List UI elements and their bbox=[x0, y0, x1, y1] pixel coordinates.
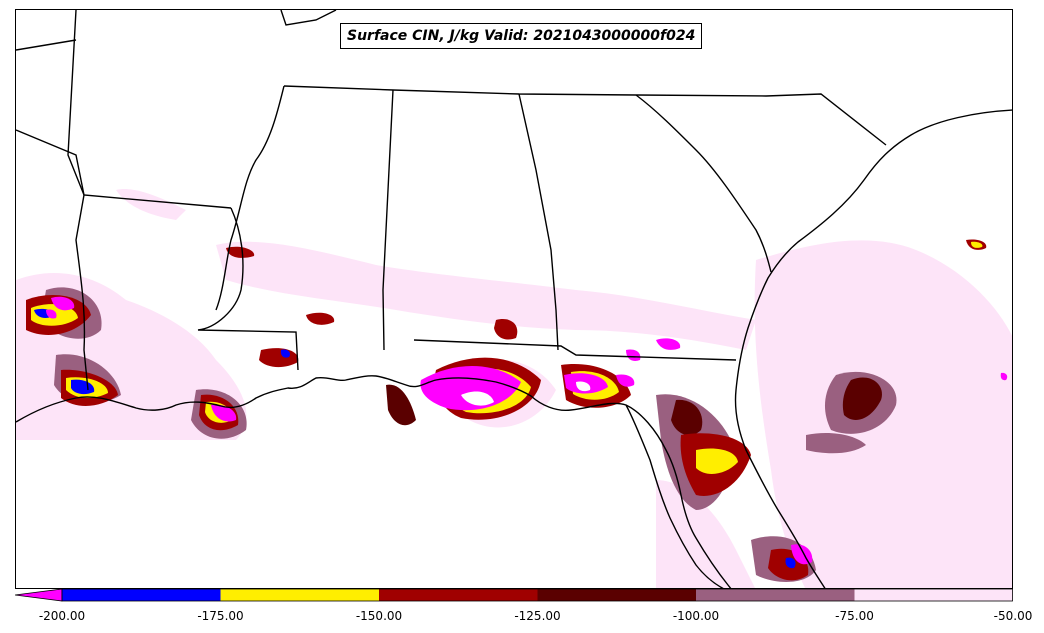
cin-holes bbox=[461, 381, 591, 406]
colorbar-tick-label: -50.00 bbox=[993, 609, 1033, 623]
state-border-nc-sc bbox=[635, 93, 887, 146]
colorbar-tick-label: -200.00 bbox=[38, 609, 86, 623]
colorbar bbox=[15, 588, 1013, 602]
colorbar-tick-label: -100.00 bbox=[672, 609, 720, 623]
state-border-ok-tx bbox=[16, 39, 77, 51]
state-border-ar-la bbox=[67, 10, 232, 209]
colorbar-bin bbox=[62, 589, 221, 601]
state-border-tn-south bbox=[283, 85, 637, 96]
cin-band-magenta bbox=[46, 296, 1008, 565]
state-border-ms-al bbox=[382, 89, 394, 351]
colorbar-bin bbox=[696, 589, 855, 601]
state-border-tx-la bbox=[16, 129, 89, 391]
gulf-coastline bbox=[16, 375, 732, 588]
mississippi-river bbox=[215, 85, 285, 311]
colorbar-bin bbox=[220, 589, 379, 601]
cin-band-dark-red bbox=[386, 377, 882, 436]
colorbar-outline bbox=[61, 588, 1013, 602]
colorbar-tick-label: -175.00 bbox=[197, 609, 244, 623]
map-panel: Surface CIN, J/kg Valid: 2021043000000f0… bbox=[15, 9, 1013, 589]
political-boundaries bbox=[16, 10, 1012, 588]
colorbar-bin bbox=[379, 589, 538, 601]
colorbar-bin bbox=[537, 589, 696, 601]
colorbar-tick-label: -125.00 bbox=[514, 609, 561, 623]
state-border-ga-sc bbox=[635, 94, 772, 273]
tennessee-north bbox=[280, 10, 337, 26]
colorbar-tick-label: -150.00 bbox=[355, 609, 403, 623]
cin-map bbox=[16, 10, 1012, 588]
cin-band-blue bbox=[34, 308, 796, 569]
state-border-al-ga bbox=[518, 93, 559, 351]
colorbar-tick-label: -75.00 bbox=[835, 609, 874, 623]
colorbar-bin bbox=[854, 589, 1013, 601]
colorbar-under-arrow bbox=[15, 588, 63, 602]
state-border-al-fl bbox=[413, 339, 737, 361]
map-title: Surface CIN, J/kg Valid: 2021043000000f0… bbox=[340, 23, 703, 49]
cin-shading bbox=[16, 189, 1012, 588]
atlantic-coastline bbox=[734, 109, 1012, 588]
state-border-ms-la bbox=[197, 207, 299, 371]
peninsula-west-coast bbox=[625, 404, 724, 588]
